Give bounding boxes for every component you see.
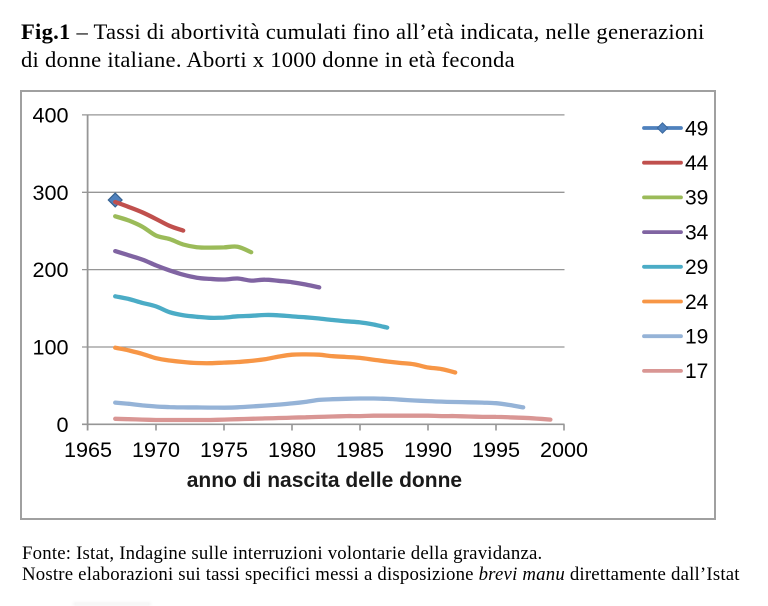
svg-text:400: 400 — [32, 102, 68, 127]
svg-text:100: 100 — [32, 335, 68, 360]
svg-text:1970: 1970 — [132, 437, 180, 462]
svg-text:34: 34 — [685, 221, 709, 244]
svg-text:1975: 1975 — [200, 437, 248, 462]
svg-text:200: 200 — [32, 257, 68, 282]
svg-text:49: 49 — [685, 117, 708, 140]
svg-text:39: 39 — [685, 187, 708, 210]
svg-text:19: 19 — [685, 326, 708, 349]
svg-text:17: 17 — [685, 360, 708, 383]
svg-text:44: 44 — [685, 152, 709, 175]
svg-text:1985: 1985 — [336, 437, 384, 462]
svg-text:24: 24 — [685, 291, 709, 314]
svg-text:29: 29 — [685, 256, 708, 279]
svg-text:300: 300 — [32, 180, 68, 205]
svg-text:anno di nascita delle donne: anno di nascita delle donne — [187, 469, 462, 492]
svg-text:0: 0 — [56, 412, 68, 437]
svg-text:1990: 1990 — [404, 437, 452, 462]
svg-text:1980: 1980 — [268, 437, 316, 462]
svg-text:2000: 2000 — [540, 437, 588, 462]
svg-text:1995: 1995 — [472, 437, 520, 462]
svg-text:1965: 1965 — [64, 437, 112, 462]
